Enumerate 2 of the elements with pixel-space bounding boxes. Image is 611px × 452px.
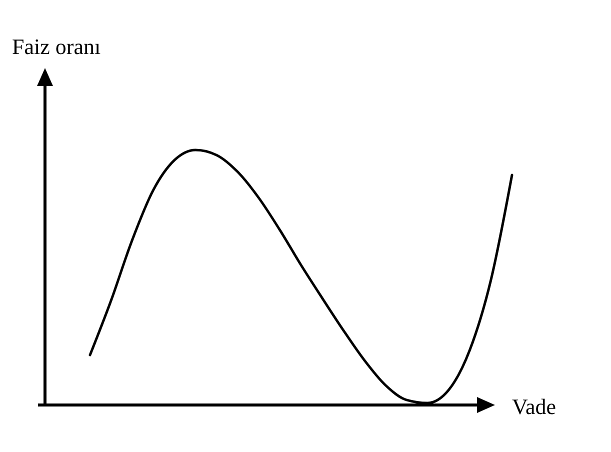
x-axis-title: Vade: [512, 394, 556, 419]
y-axis-title: Faiz oranı: [12, 34, 101, 59]
